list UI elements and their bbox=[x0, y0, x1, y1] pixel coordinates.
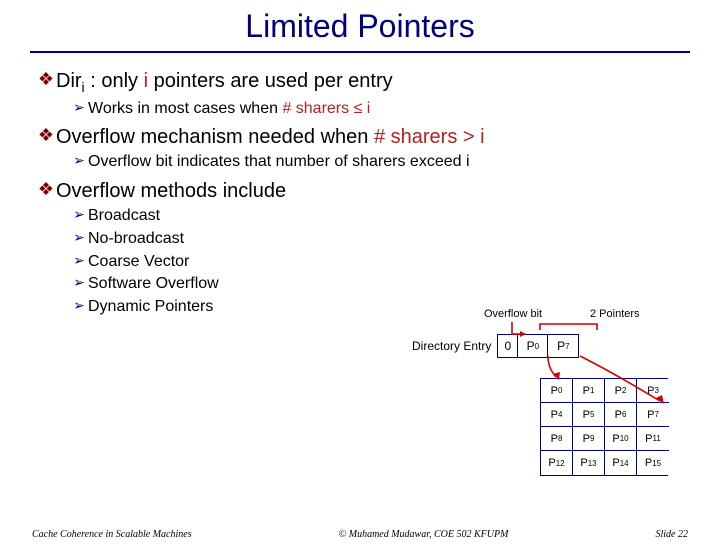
grid-cell: P7 bbox=[637, 403, 669, 427]
directory-entry-row: Directory Entry 0 P0 P7 bbox=[412, 334, 692, 358]
bullet-coarse-vector-text: Coarse Vector bbox=[88, 252, 189, 273]
bullet-methods-text: Overflow methods include bbox=[56, 179, 286, 204]
directory-entry-label: Directory Entry bbox=[412, 339, 491, 353]
footer-left: Cache Coherence in Scalable Machines bbox=[32, 529, 192, 540]
chevron-icon: ➢ bbox=[70, 99, 88, 116]
grid-cell: P5 bbox=[573, 403, 605, 427]
footer-center: © Muhamed Mudawar, COE 502 KFUPM bbox=[339, 529, 509, 540]
directory-entry-box: 0 P0 P7 bbox=[497, 334, 579, 358]
title-bar: Limited Pointers bbox=[30, 8, 690, 53]
bullet-software-overflow: ➢ Software Overflow bbox=[70, 274, 684, 295]
bullet-methods: ❖ Overflow methods include bbox=[36, 179, 684, 204]
diamond-icon: ❖ bbox=[36, 179, 56, 201]
grid-cell: P10 bbox=[605, 427, 637, 451]
bullet-works-text: Works in most cases when # sharers ≤ i bbox=[88, 99, 370, 120]
diamond-icon: ❖ bbox=[36, 69, 56, 91]
bullet-overflow-bit: ➢ Overflow bit indicates that number of … bbox=[70, 152, 684, 173]
bullet-coarse-vector: ➢ Coarse Vector bbox=[70, 252, 684, 273]
grid-cell: P9 bbox=[573, 427, 605, 451]
grid-cell: P0 bbox=[541, 379, 573, 403]
grid-cell: P4 bbox=[541, 403, 573, 427]
processor-grid: P0P1P2P3 P4P5P6P7 P8P9P10P11 P12P13P14P15 bbox=[540, 378, 668, 476]
bullet-works: ➢ Works in most cases when # sharers ≤ i bbox=[70, 99, 684, 120]
footer-right: Slide 22 bbox=[656, 529, 689, 540]
diamond-icon: ❖ bbox=[36, 125, 56, 147]
dir-cell-p0: P0 bbox=[518, 335, 548, 357]
grid-cell: P2 bbox=[605, 379, 637, 403]
grid-cell: P13 bbox=[573, 451, 605, 475]
bullet-software-overflow-text: Software Overflow bbox=[88, 274, 219, 295]
grid-cell: P12 bbox=[541, 451, 573, 475]
diagram: Overflow bit 2 Pointers Directory Entry … bbox=[412, 308, 692, 476]
grid-cell: P8 bbox=[541, 427, 573, 451]
chevron-icon: ➢ bbox=[70, 252, 88, 269]
bullet-overflow-mech: ❖ Overflow mechanism needed when # share… bbox=[36, 125, 684, 150]
grid-cell: P15 bbox=[637, 451, 669, 475]
bullet-diri: ❖ Diri : only i pointers are used per en… bbox=[36, 69, 684, 97]
chevron-icon: ➢ bbox=[70, 206, 88, 223]
bullet-no-broadcast: ➢ No-broadcast bbox=[70, 229, 684, 250]
two-pointers-label: 2 Pointers bbox=[590, 308, 640, 320]
diagram-labels: Overflow bit 2 Pointers bbox=[412, 308, 692, 324]
grid-cell: P11 bbox=[637, 427, 669, 451]
bullet-broadcast-text: Broadcast bbox=[88, 206, 160, 227]
chevron-icon: ➢ bbox=[70, 297, 88, 314]
chevron-icon: ➢ bbox=[70, 274, 88, 291]
footer: Cache Coherence in Scalable Machines © M… bbox=[0, 529, 720, 540]
bullet-overflow-bit-text: Overflow bit indicates that number of sh… bbox=[88, 152, 470, 173]
chevron-icon: ➢ bbox=[70, 152, 88, 169]
grid-cell: P1 bbox=[573, 379, 605, 403]
grid-cell: P3 bbox=[637, 379, 669, 403]
bullet-overflow-mech-text: Overflow mechanism needed when # sharers… bbox=[56, 125, 485, 150]
grid-cell: P14 bbox=[605, 451, 637, 475]
slide-body: ❖ Diri : only i pointers are used per en… bbox=[0, 53, 720, 318]
grid-cell: P6 bbox=[605, 403, 637, 427]
slide-title: Limited Pointers bbox=[30, 8, 690, 45]
bullet-diri-text: Diri : only i pointers are used per entr… bbox=[56, 69, 393, 97]
overflow-bit-label: Overflow bit bbox=[484, 308, 542, 320]
dir-cell-p7: P7 bbox=[548, 335, 578, 357]
slide: Limited Pointers ❖ Diri : only i pointer… bbox=[0, 8, 720, 548]
dir-cell-overflow: 0 bbox=[498, 335, 518, 357]
bullet-broadcast: ➢ Broadcast bbox=[70, 206, 684, 227]
bullet-dynamic-pointers-text: Dynamic Pointers bbox=[88, 297, 213, 318]
chevron-icon: ➢ bbox=[70, 229, 88, 246]
bullet-no-broadcast-text: No-broadcast bbox=[88, 229, 184, 250]
